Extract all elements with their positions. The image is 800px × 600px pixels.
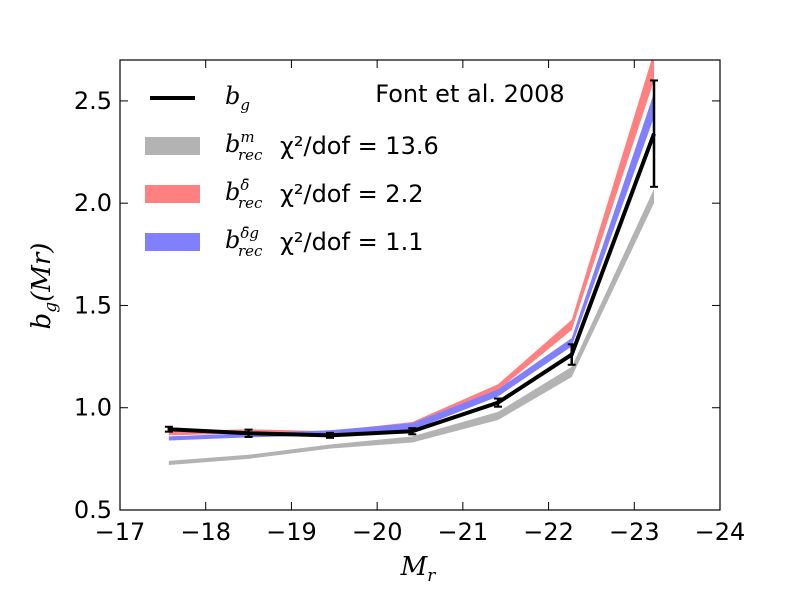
axes-frame	[119, 59, 721, 511]
legend-label: bδ̄ rec	[225, 176, 263, 212]
y-tick-label: 1.0	[74, 394, 112, 422]
error-bar	[494, 397, 502, 408]
annotation-text: Font et al. 2008	[375, 80, 564, 108]
legend-band-swatch	[145, 137, 200, 155]
y-axis-label: bg(Mr)	[27, 243, 61, 330]
x-tick-label: −23	[609, 518, 660, 546]
y-tick-label: 1.5	[74, 291, 112, 319]
error-bar	[244, 428, 253, 438]
axis-ticks: −17 −18 −19 −20 −21 −22 −23 −24 0.5 1.0 1.5 2.0 2.5	[74, 60, 746, 546]
x-tick-label: −18	[180, 518, 231, 546]
y-tick-label: 2.5	[74, 87, 112, 115]
series-bands	[168, 60, 654, 465]
y-tick-label: 2.0	[74, 189, 112, 217]
error-bar	[164, 425, 173, 433]
legend-stat: χ²/dof = 13.6	[280, 132, 439, 160]
error-bar	[650, 79, 658, 188]
x-axis-label: Mr	[400, 552, 437, 586]
legend-label: bm rec	[225, 128, 263, 164]
legend-item: bδ̄g rec χ²/dof = 1.1	[145, 224, 423, 260]
error-bar	[567, 343, 576, 366]
x-tick-label: −20	[352, 518, 403, 546]
x-tick-label: −24	[695, 518, 746, 546]
x-tick-label: −21	[438, 518, 489, 546]
legend-band-swatch	[145, 185, 200, 203]
legend-item: bm rec χ²/dof = 13.6	[145, 128, 439, 164]
error-bar	[326, 431, 334, 439]
legend-label: bg	[225, 82, 250, 114]
legend-item: bδ̄ rec χ²/dof = 2.2	[145, 176, 423, 212]
legend-label: bδ̄g rec	[225, 224, 263, 260]
legend-stat: χ²/dof = 2.2	[280, 180, 423, 208]
legend-stat: χ²/dof = 1.1	[280, 228, 423, 256]
x-tick-label: −19	[266, 518, 317, 546]
x-tick-label: −17	[95, 518, 146, 546]
x-tick-label: −22	[523, 518, 574, 546]
error-bar	[408, 427, 417, 436]
legend-band-swatch	[145, 233, 200, 251]
band-1	[168, 188, 654, 465]
y-tick-label: 0.5	[74, 496, 112, 524]
series-lines	[164, 79, 658, 439]
legend-item: bg	[150, 82, 250, 114]
